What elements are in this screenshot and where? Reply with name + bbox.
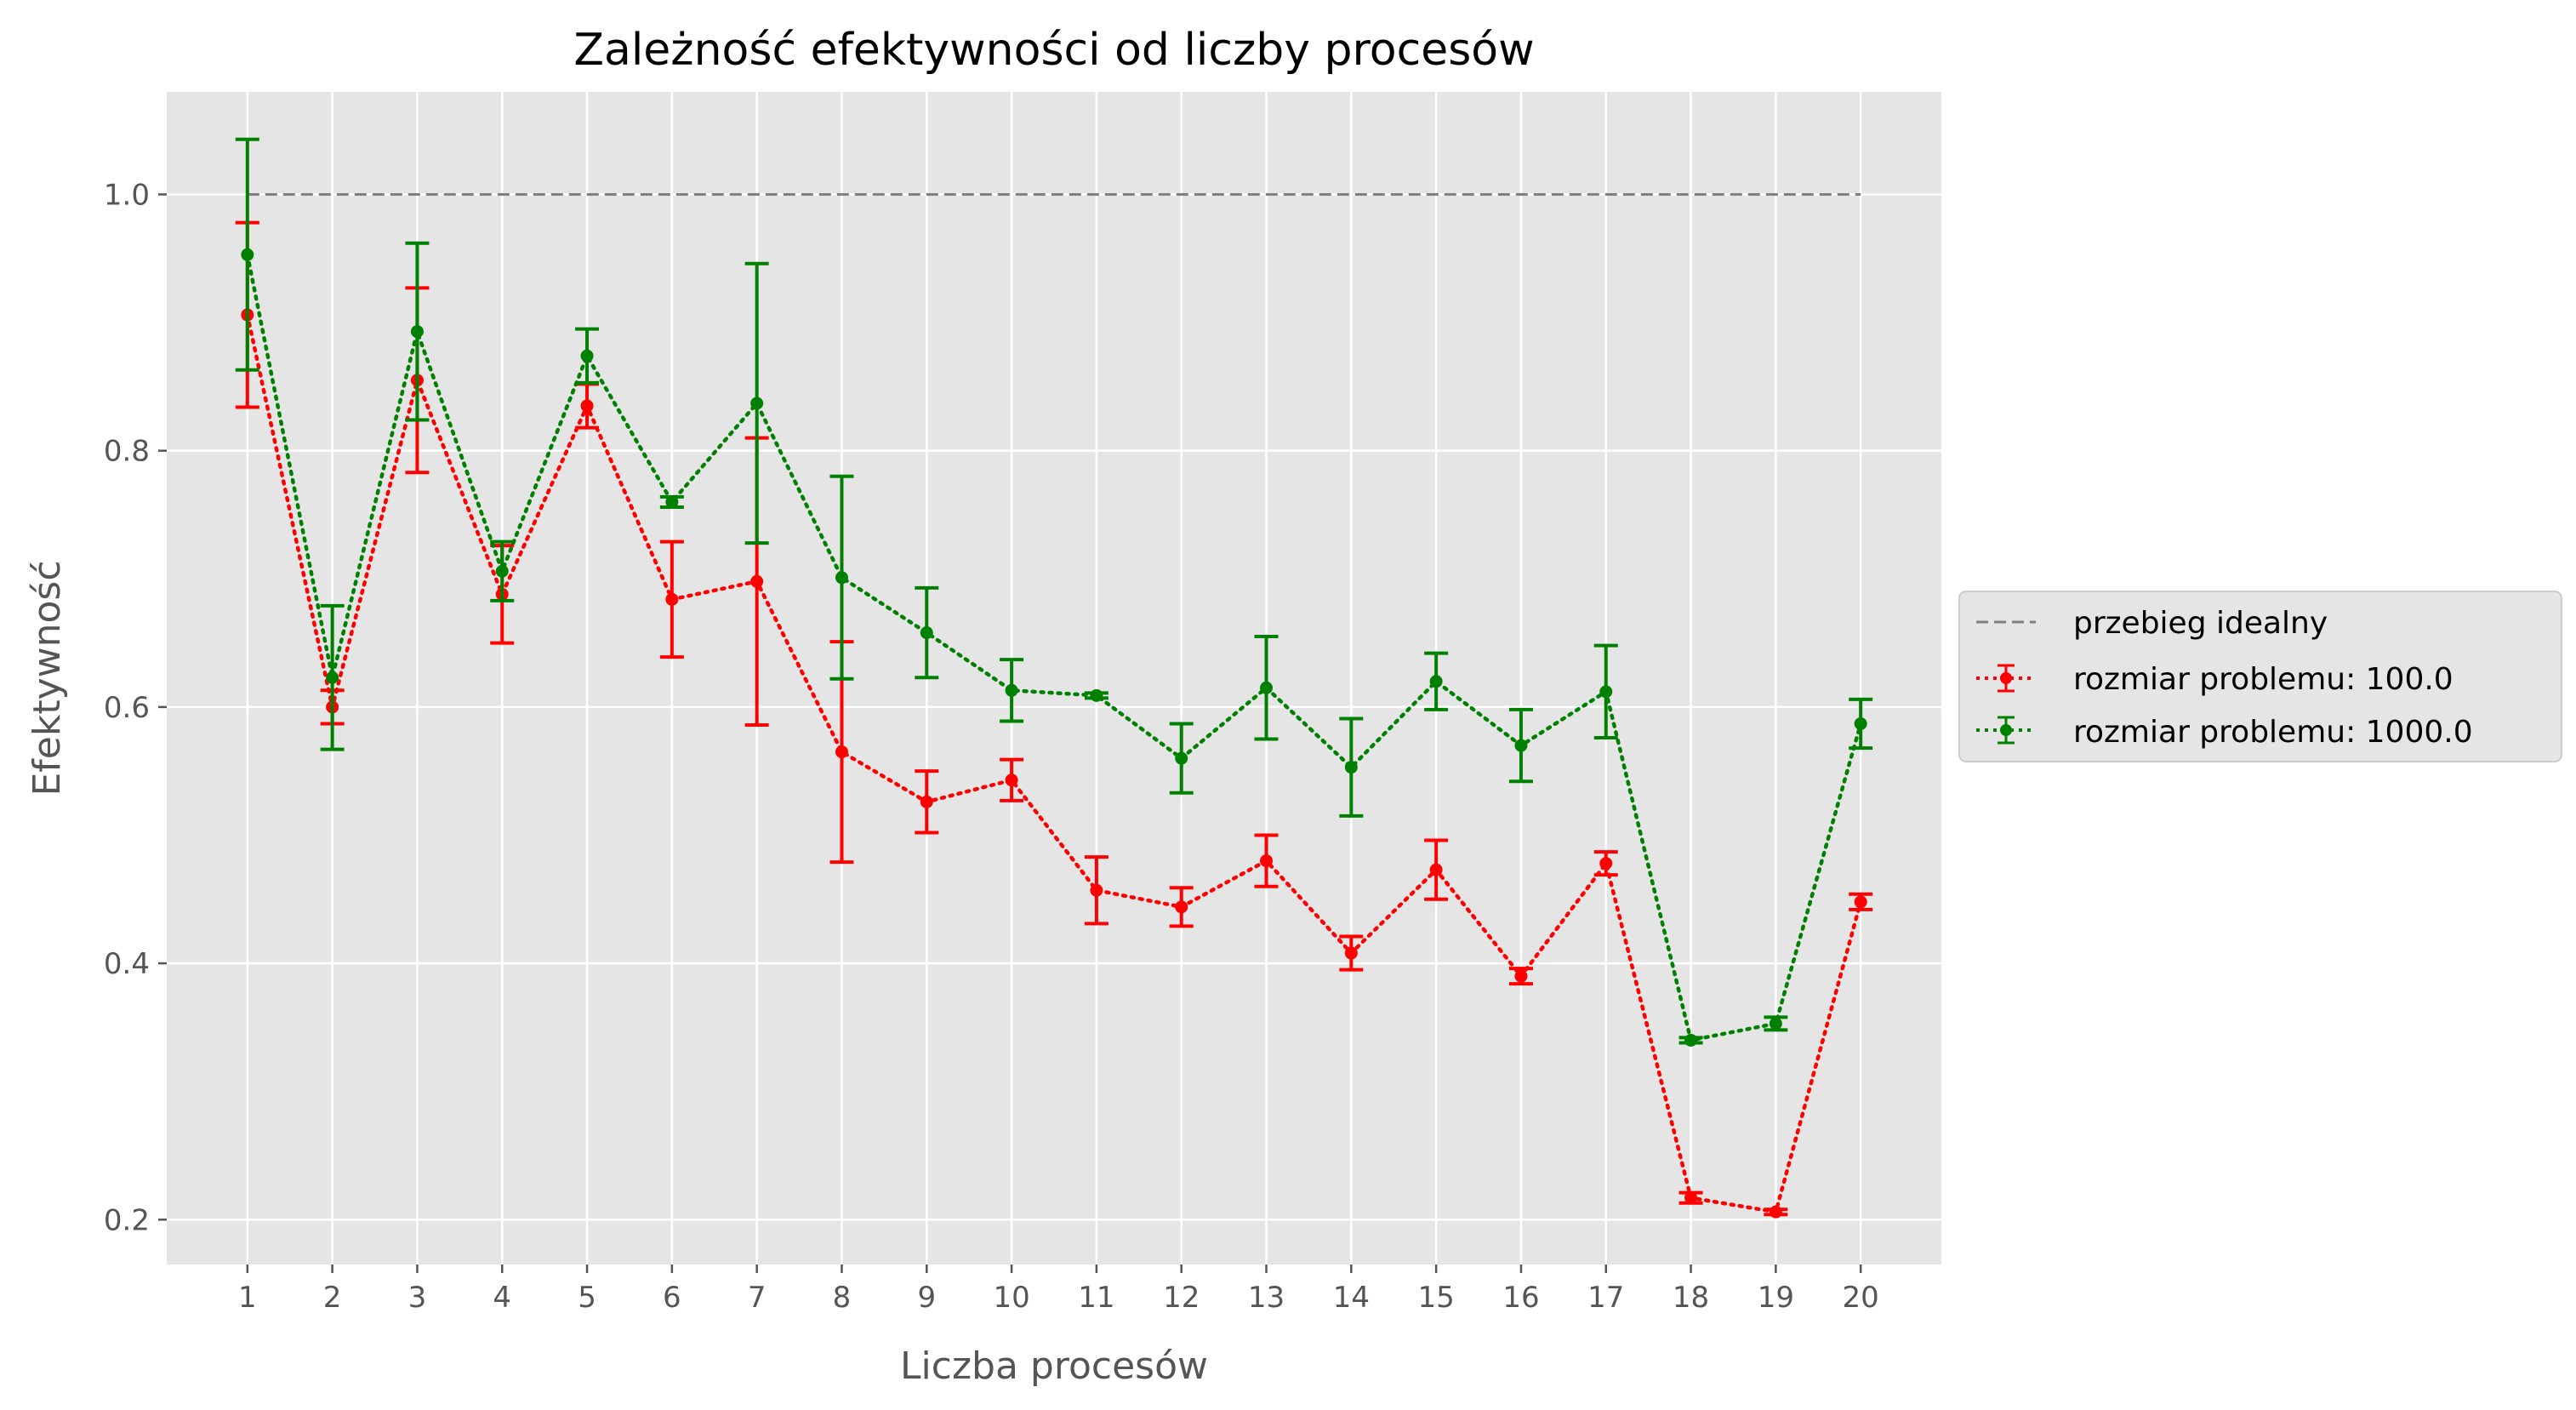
x-tick-label: 6 xyxy=(663,1281,681,1315)
y-tick-label: 0.8 xyxy=(104,435,150,469)
data-point xyxy=(1005,683,1018,697)
data-point xyxy=(326,671,339,684)
y-axis-label: Efektywność xyxy=(26,560,69,796)
data-point xyxy=(1854,716,1867,730)
x-tick-label: 15 xyxy=(1418,1281,1455,1315)
series-line xyxy=(245,253,1863,1043)
x-axis-ticks: 1 2 3 4 5 6 7 8 9 10 11 12 13 14 15 16 17 18 19 20 xyxy=(238,1264,1879,1315)
x-tick-label: 14 xyxy=(1333,1281,1370,1315)
legend-series-100-swatch xyxy=(1976,664,2036,693)
data-point xyxy=(1684,1191,1698,1205)
data-point xyxy=(495,564,509,578)
data-point xyxy=(665,592,679,606)
x-tick-label: 5 xyxy=(578,1281,596,1315)
x-tick-label: 10 xyxy=(993,1281,1029,1315)
x-tick-label: 16 xyxy=(1502,1281,1539,1315)
x-tick-label: 4 xyxy=(493,1281,511,1315)
x-tick-label: 19 xyxy=(1758,1281,1794,1315)
x-tick-label: 20 xyxy=(1843,1281,1879,1315)
y-axis-ticks: 0.2 0.4 0.6 0.8 1.0 xyxy=(104,178,167,1237)
data-point xyxy=(1260,681,1274,694)
data-point xyxy=(920,795,933,808)
x-axis-label: Liczba procesów xyxy=(900,1344,1208,1388)
x-tick-label: 3 xyxy=(408,1281,427,1315)
x-tick-label: 1 xyxy=(238,1281,257,1315)
legend-box xyxy=(1958,591,2562,762)
data-point xyxy=(1684,1033,1698,1047)
plot-area xyxy=(167,92,1941,1264)
data-point xyxy=(1514,969,1528,983)
data-point xyxy=(580,349,594,362)
chart-title: Zależność efektywności od liczby procesó… xyxy=(573,25,1534,76)
x-tick-label: 7 xyxy=(748,1281,767,1315)
data-point xyxy=(1090,883,1103,897)
y-tick-label: 1.0 xyxy=(104,178,150,212)
series-0 xyxy=(235,220,1873,1219)
series-1 xyxy=(235,137,1873,1047)
data-point xyxy=(835,571,848,585)
data-point xyxy=(1175,900,1188,914)
data-point xyxy=(1769,1205,1782,1219)
data-point xyxy=(1429,863,1443,876)
x-tick-label: 12 xyxy=(1163,1281,1200,1315)
x-tick-label: 11 xyxy=(1078,1281,1114,1315)
data-point xyxy=(1599,857,1613,871)
series-layer xyxy=(235,137,1873,1219)
data-point xyxy=(750,574,764,588)
y-tick-label: 0.4 xyxy=(104,947,150,981)
x-tick-label: 13 xyxy=(1248,1281,1285,1315)
data-point xyxy=(920,626,933,640)
data-point xyxy=(835,745,848,759)
data-point xyxy=(1599,685,1613,699)
x-tick-label: 18 xyxy=(1673,1281,1709,1315)
legend-series-1000-label: rozmiar problemu: 1000.0 xyxy=(2073,715,2473,750)
x-tick-label: 8 xyxy=(833,1281,852,1315)
data-point xyxy=(1429,675,1443,688)
x-tick-label: 9 xyxy=(917,1281,936,1315)
x-tick-label: 2 xyxy=(323,1281,342,1315)
legend-ideal-label: przebieg idealny xyxy=(2073,606,2328,641)
data-point xyxy=(1260,854,1274,868)
data-point xyxy=(1344,946,1358,960)
data-point xyxy=(580,399,594,413)
data-point xyxy=(1005,774,1018,787)
legend-series-1000-swatch xyxy=(1976,716,2036,745)
data-point xyxy=(750,397,764,410)
y-tick-label: 0.2 xyxy=(104,1203,150,1237)
legend: przebieg idealny rozmiar problemu: 100.0… xyxy=(1958,591,2562,762)
legend-series-100-label: rozmiar problemu: 100.0 xyxy=(2073,662,2453,697)
series-line xyxy=(245,312,1863,1214)
data-point xyxy=(1854,895,1867,909)
data-point xyxy=(1090,688,1103,702)
x-tick-label: 17 xyxy=(1587,1281,1624,1315)
data-point xyxy=(1344,761,1358,774)
data-point xyxy=(1769,1017,1782,1030)
data-point xyxy=(410,325,424,339)
data-point xyxy=(1514,739,1528,752)
y-tick-label: 0.6 xyxy=(104,691,150,725)
data-point xyxy=(1175,751,1188,765)
data-point xyxy=(665,495,679,509)
data-point xyxy=(241,248,254,261)
